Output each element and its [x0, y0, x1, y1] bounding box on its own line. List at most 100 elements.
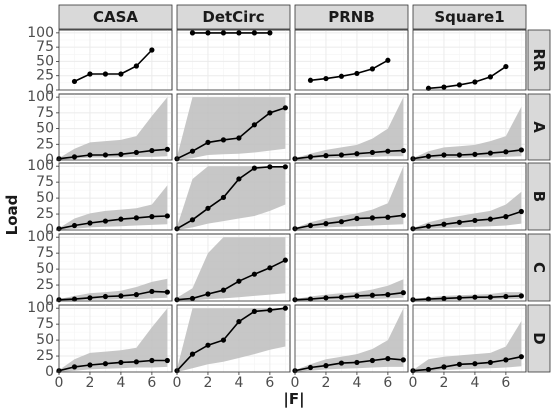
- y-tick-label: 0: [45, 222, 54, 238]
- data-point: [282, 305, 288, 311]
- data-point: [385, 57, 391, 63]
- panel-RR-DetCirc: [176, 29, 291, 91]
- data-point: [205, 205, 211, 211]
- panel-border: [294, 162, 409, 231]
- data-point: [441, 221, 447, 227]
- panel-C-PRNB: [292, 233, 409, 303]
- y-tick-label: 100: [27, 229, 54, 245]
- series-line: [58, 290, 168, 301]
- data-point: [220, 337, 227, 343]
- data-point: [354, 215, 360, 222]
- confidence-band: [177, 308, 286, 372]
- column-strip: [58, 4, 173, 30]
- panel-border: [294, 304, 409, 373]
- data-point: [472, 361, 478, 367]
- data-point: [205, 342, 211, 348]
- data-point: [503, 149, 509, 155]
- data-point: [369, 149, 375, 156]
- panel-B-PRNB: [292, 162, 409, 232]
- x-tick-label: 4: [116, 375, 125, 391]
- data-point: [518, 208, 524, 215]
- data-point: [441, 84, 447, 90]
- data-point: [149, 47, 155, 53]
- data-point: [71, 296, 78, 302]
- column-strip-label: Square1: [434, 8, 504, 26]
- panel-border: [58, 162, 173, 231]
- y-tick-label: 25: [36, 136, 54, 152]
- data-point: [487, 150, 493, 156]
- panel-border: [58, 29, 173, 91]
- data-point: [267, 307, 273, 313]
- data-point: [189, 217, 196, 223]
- data-point: [102, 218, 109, 224]
- y-tick-label: 100: [27, 158, 54, 174]
- data-point: [503, 214, 509, 220]
- panel-border: [176, 162, 291, 231]
- data-point: [87, 295, 93, 301]
- data-point: [189, 30, 196, 36]
- panel-border: [58, 233, 173, 302]
- confidence-band: [413, 321, 522, 372]
- data-point: [118, 151, 124, 157]
- data-point: [102, 152, 109, 158]
- row-strip: [527, 304, 551, 373]
- data-point: [133, 292, 139, 298]
- data-point: [338, 219, 345, 225]
- data-point: [338, 294, 345, 300]
- data-point: [205, 291, 211, 297]
- data-point: [441, 295, 447, 302]
- data-point: [267, 30, 273, 36]
- data-point: [354, 70, 360, 77]
- column-strips: CASA DetCirc PRNB Square1: [58, 4, 527, 30]
- panel-border: [176, 304, 291, 373]
- data-point: [164, 357, 170, 364]
- x-tick-label: 4: [470, 375, 479, 391]
- panel-border: [412, 29, 527, 91]
- confidence-band: [295, 166, 404, 230]
- row-strip-label: D: [530, 332, 548, 344]
- data-point: [236, 176, 242, 182]
- data-point: [220, 287, 227, 293]
- panel-C-DetCirc: [174, 233, 291, 303]
- data-point: [149, 357, 155, 364]
- panel-RR-Square1: [412, 29, 527, 91]
- y-tick-label: 50: [36, 261, 54, 277]
- panel-C-Square1: [410, 233, 527, 303]
- data-point: [307, 77, 314, 83]
- data-point: [282, 105, 288, 111]
- data-point: [323, 363, 329, 369]
- y-tick-label: 0: [45, 82, 54, 98]
- y-tick-label: 25: [36, 68, 54, 84]
- data-point: [385, 148, 391, 154]
- y-tick-label: 100: [27, 89, 54, 105]
- data-point: [87, 362, 93, 368]
- confidence-band: [59, 278, 168, 301]
- x-tick-label: 4: [352, 375, 361, 391]
- column-strip-label: DetCirc: [202, 8, 264, 26]
- x-tick-label: 6: [265, 375, 274, 391]
- series-line: [176, 107, 286, 160]
- data-point: [236, 30, 242, 36]
- data-point: [133, 63, 139, 69]
- x-tick-label: 0: [409, 375, 418, 391]
- data-point: [149, 147, 155, 154]
- data-point: [149, 288, 155, 295]
- y-tick-label: 25: [36, 277, 54, 293]
- data-point: [71, 154, 78, 160]
- data-point: [307, 364, 314, 371]
- data-point: [251, 30, 257, 36]
- confidence-band: [59, 185, 168, 230]
- data-point: [71, 364, 78, 370]
- confidence-band: [413, 106, 522, 160]
- data-point: [323, 295, 329, 301]
- data-point: [267, 265, 273, 271]
- data-point: [220, 30, 227, 36]
- row-strip-label: B: [530, 191, 548, 202]
- data-point: [354, 359, 360, 366]
- data-point: [487, 359, 493, 366]
- panel-A-PRNB: [292, 93, 409, 162]
- data-point: [385, 292, 391, 298]
- confidence-band: [59, 308, 168, 372]
- y-axis-title: Load: [3, 195, 21, 236]
- confidence-band: [177, 166, 286, 230]
